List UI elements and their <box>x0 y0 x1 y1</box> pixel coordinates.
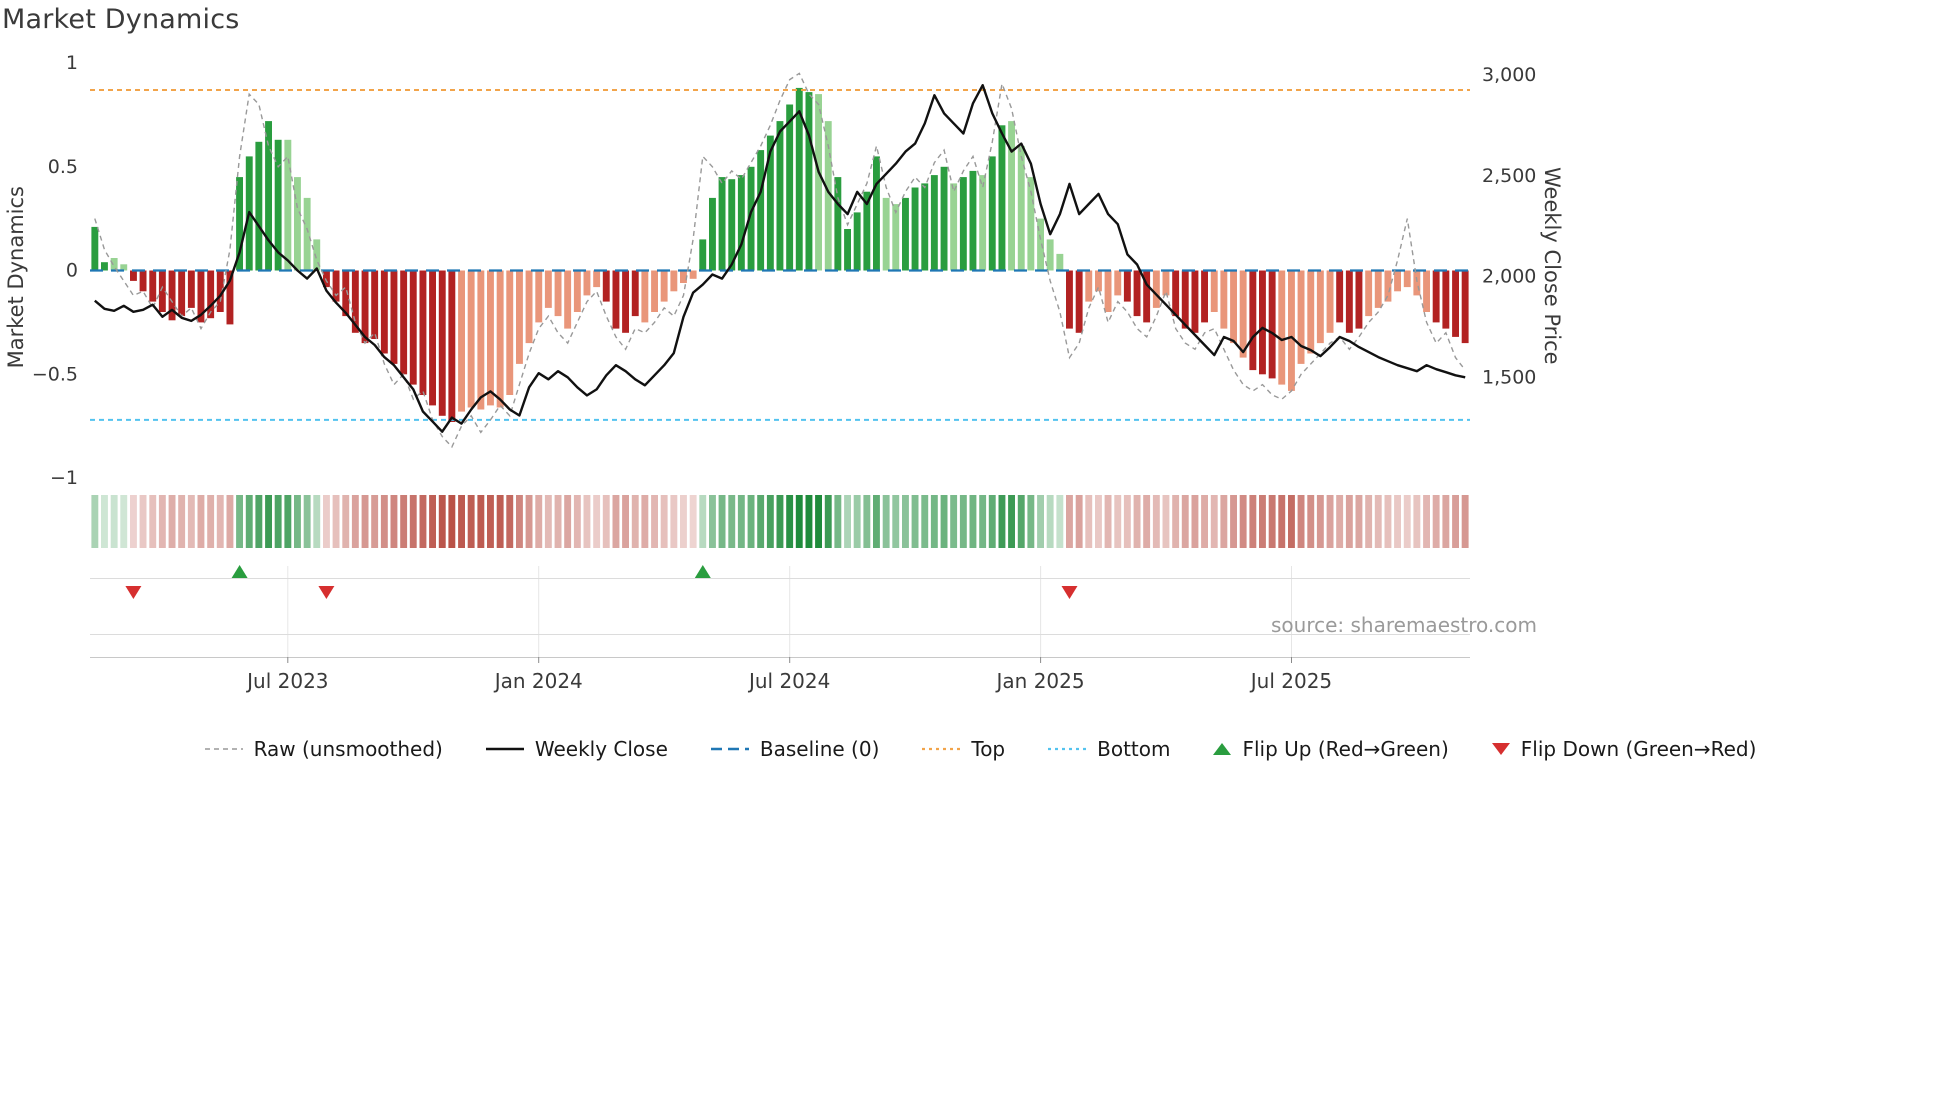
svg-text:2,000: 2,000 <box>1482 266 1536 288</box>
svg-text:−1: −1 <box>50 467 78 489</box>
flip-down-triangle-icon <box>1491 743 1510 755</box>
legend-item-bottom: Bottom <box>1047 737 1170 761</box>
page-title: Market Dynamics <box>2 4 240 35</box>
legend-label: Top <box>971 737 1006 761</box>
right-axis-label: Weekly Close Price <box>1540 167 1564 365</box>
svg-text:0.5: 0.5 <box>48 156 78 178</box>
legend-label: Flip Up (Red→Green) <box>1242 737 1449 761</box>
svg-text:1,500: 1,500 <box>1482 366 1536 388</box>
legend-item-weekly-close: Weekly Close <box>485 737 668 761</box>
legend-label: Flip Down (Green→Red) <box>1520 737 1757 761</box>
flip-up-triangle-icon <box>1213 743 1232 755</box>
svg-text:2,500: 2,500 <box>1482 165 1536 187</box>
bottom-line-swatch <box>1048 747 1087 751</box>
top-line-swatch <box>922 747 961 751</box>
legend-item-top: Top <box>921 737 1005 761</box>
svg-text:1: 1 <box>66 52 78 74</box>
svg-text:3,000: 3,000 <box>1482 64 1536 86</box>
svg-text:Jul 2024: Jul 2024 <box>747 669 830 693</box>
svg-text:−0.5: −0.5 <box>32 363 78 385</box>
market-dynamics-chart: 1 0.5 0 −0.5 −1 3,000 2,500 2,000 1,500 Jul 2023 J… <box>32 52 1537 693</box>
svg-text:Jan 2025: Jan 2025 <box>995 669 1085 693</box>
legend-label: Raw (unsmoothed) <box>253 737 443 761</box>
baseline-line-swatch <box>710 747 749 751</box>
legend-item-baseline: Baseline (0) <box>710 737 879 761</box>
legend-label: Bottom <box>1097 737 1171 761</box>
legend-item-flip-down: Flip Down (Green→Red) <box>1491 737 1757 761</box>
legend-label: Weekly Close <box>534 737 668 761</box>
legend-label: Baseline (0) <box>759 737 880 761</box>
svg-text:Jul 2023: Jul 2023 <box>245 669 328 693</box>
legend-item-flip-up: Flip Up (Red→Green) <box>1212 737 1449 761</box>
weekly-close-line-swatch <box>485 747 524 751</box>
raw-line-swatch <box>204 748 243 750</box>
chart-legend: Raw (unsmoothed) Weekly Close Baseline (… <box>0 737 1960 761</box>
legend-item-raw: Raw (unsmoothed) <box>204 737 443 761</box>
svg-text:Jan 2024: Jan 2024 <box>493 669 583 693</box>
svg-text:Jul 2025: Jul 2025 <box>1249 669 1332 693</box>
svg-text:0: 0 <box>66 260 78 282</box>
source-credit: source: sharemaestro.com <box>1271 613 1537 637</box>
